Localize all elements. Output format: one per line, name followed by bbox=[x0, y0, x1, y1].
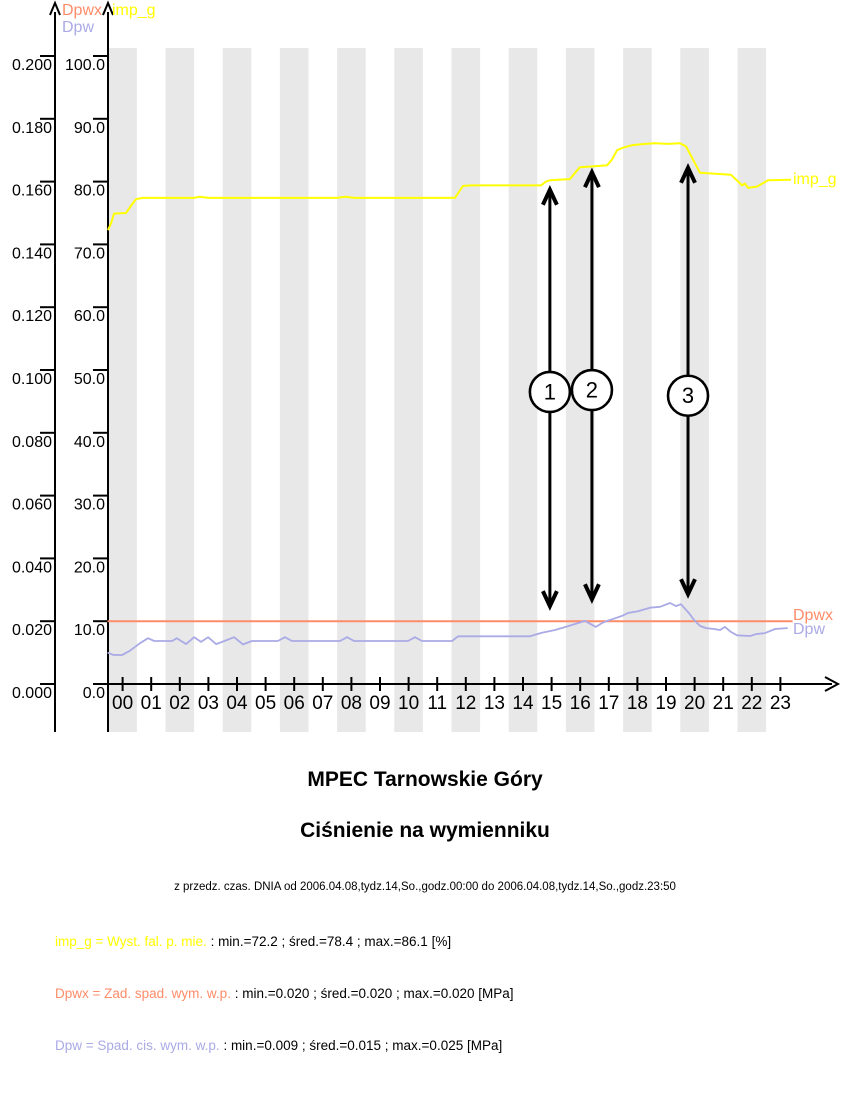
hour-tick-label: 07 bbox=[312, 693, 333, 714]
hour-tick-label: 13 bbox=[484, 693, 505, 714]
arrow-down-head-icon bbox=[679, 578, 697, 599]
background-stripe bbox=[623, 48, 652, 732]
hour-tick-label: 04 bbox=[226, 693, 248, 714]
percent-tick-label: 40.0 bbox=[74, 434, 105, 451]
hour-tick-label: 00 bbox=[112, 693, 133, 714]
percent-tick-label: 20.0 bbox=[74, 559, 105, 576]
annotation-number: 3 bbox=[682, 383, 694, 408]
background-stripe bbox=[108, 48, 137, 732]
annotation-circle bbox=[666, 374, 710, 418]
arrow-up-head-icon bbox=[583, 167, 601, 189]
percent-tick-label: 60.0 bbox=[74, 308, 105, 325]
axis-arrowhead-icon bbox=[824, 676, 841, 692]
annotation-circle bbox=[528, 370, 572, 414]
legend-item-impg: imp_g = Wyst. fal. p. mie. : min.=72.2 ;… bbox=[55, 934, 451, 949]
pressure-tick-label: 0.120 bbox=[12, 308, 52, 325]
axes: 0.0000.0200.0400.0600.0800.1000.1200.140… bbox=[12, 0, 841, 732]
percent-tick-label: 70.0 bbox=[74, 245, 105, 262]
percent-tick-label: 10.0 bbox=[74, 622, 105, 639]
pressure-tick-label: 0.160 bbox=[12, 183, 52, 200]
background-stripe bbox=[394, 48, 423, 732]
hour-tick-label: 05 bbox=[255, 693, 276, 714]
arrow-down-head-icon bbox=[541, 590, 559, 611]
hour-tick-label: 02 bbox=[169, 693, 190, 714]
percent-tick-label: 100.0 bbox=[65, 57, 105, 74]
hour-tick-label: 06 bbox=[284, 693, 305, 714]
hour-tick-label: 08 bbox=[341, 693, 362, 714]
series-end-label-dpw: Dpw bbox=[793, 621, 825, 638]
annotation-arrows: 1 2 3 bbox=[528, 163, 710, 611]
legend-item-dpwx: Dpwx = Zad. spad. wym. w.p. : min.=0.020… bbox=[55, 986, 514, 1001]
series-end-label-dpwx: Dpwx bbox=[793, 607, 833, 624]
hour-tick-label: 09 bbox=[369, 693, 390, 714]
series-end-label-impg: imp_g bbox=[793, 171, 837, 188]
legend-series-label: imp_g = Wyst. fal. p. mie. bbox=[55, 934, 207, 949]
legend-series-stats: : min.=72.2 ; śred.=78.4 ; max.=86.1 [%] bbox=[206, 934, 452, 949]
hour-tick-label: 23 bbox=[770, 693, 791, 714]
background-stripe bbox=[737, 48, 767, 732]
pressure-tick-label: 0.060 bbox=[12, 497, 52, 514]
hour-tick-label: 01 bbox=[141, 693, 162, 714]
hour-tick-label: 18 bbox=[627, 693, 648, 714]
background-stripes bbox=[108, 48, 767, 732]
arrow-up-head-icon bbox=[541, 185, 559, 206]
hour-tick-label: 12 bbox=[455, 693, 476, 714]
series-lines bbox=[107, 142, 793, 656]
arrow-down-head-icon bbox=[583, 583, 601, 604]
hour-tick-label: 10 bbox=[398, 693, 419, 714]
hour-tick-label: 19 bbox=[655, 693, 676, 714]
background-stripe bbox=[451, 48, 481, 732]
pressure-tick-label: 0.140 bbox=[12, 245, 52, 262]
series-line-imp_g bbox=[107, 142, 792, 231]
legend-series-label: Dpw = Spad. cis. wym. w.p. bbox=[55, 1038, 220, 1053]
hour-tick-label: 14 bbox=[512, 693, 534, 714]
pressure-chart-plot: 0.0000.0200.0400.0600.0800.1000.1200.140… bbox=[12, 0, 841, 732]
background-stripe bbox=[165, 48, 195, 732]
series-line-Dpw bbox=[107, 602, 788, 656]
hour-tick-label: 03 bbox=[198, 693, 219, 714]
pressure-tick-label: 0.080 bbox=[12, 434, 52, 451]
background-stripe bbox=[337, 48, 366, 732]
hour-tick-label: 22 bbox=[741, 693, 762, 714]
pressure-tick-label: 0.020 bbox=[12, 622, 52, 639]
background-stripe bbox=[279, 48, 309, 732]
percent-tick-label: 0.0 bbox=[83, 685, 105, 702]
legend-item-dpw: Dpw = Spad. cis. wym. w.p. : min.=0.009 … bbox=[55, 1038, 502, 1053]
hour-tick-label: 21 bbox=[713, 693, 734, 714]
legend-series-label: Dpwx = Zad. spad. wym. w.p. bbox=[55, 986, 231, 1001]
time-range-note: z przedz. czas. DNIA od 2006.04.08,tydz.… bbox=[174, 881, 676, 893]
pressure-tick-label: 0.100 bbox=[12, 371, 52, 388]
hour-tick-label: 17 bbox=[598, 693, 619, 714]
hour-tick-label: 15 bbox=[541, 693, 562, 714]
hour-tick-label: 16 bbox=[570, 693, 591, 714]
hour-tick-label: 11 bbox=[427, 693, 447, 714]
axis-arrowhead-icon bbox=[49, 0, 61, 16]
legend-series-stats: : min.=0.020 ; śred.=0.020 ; max.=0.020 … bbox=[230, 986, 514, 1001]
percent-axis-title: imp_g bbox=[112, 2, 156, 19]
legend-series-stats: : min.=0.009 ; śred.=0.015 ; max.=0.025 … bbox=[219, 1038, 503, 1053]
percent-tick-label: 80.0 bbox=[74, 183, 105, 200]
annotation-number: 2 bbox=[586, 378, 598, 403]
percent-tick-label: 50.0 bbox=[74, 371, 105, 388]
chart-title: MPEC Tarnowskie Góry bbox=[307, 768, 543, 791]
pressure-tick-label: 0.040 bbox=[12, 559, 52, 576]
pressure-tick-label: 0.000 bbox=[12, 685, 52, 702]
background-stripe bbox=[222, 48, 252, 732]
percent-tick-label: 90.0 bbox=[74, 120, 105, 137]
percent-tick-label: 30.0 bbox=[74, 497, 105, 514]
hour-tick-label: 20 bbox=[684, 693, 705, 714]
axis-arrowhead-icon bbox=[102, 0, 114, 16]
chart-subtitle: Ciśnienie na wymienniku bbox=[300, 819, 550, 842]
pressure-tick-label: 0.200 bbox=[12, 57, 52, 74]
pressure-tick-label: 0.180 bbox=[12, 120, 52, 137]
arrow-up-head-icon bbox=[679, 163, 697, 184]
annotation-number: 1 bbox=[544, 379, 556, 404]
pressure-axis-title-dpwx: Dpwx bbox=[62, 2, 102, 19]
pressure-axis-title-dpw: Dpw bbox=[62, 19, 94, 36]
annotation-circle bbox=[570, 368, 614, 412]
